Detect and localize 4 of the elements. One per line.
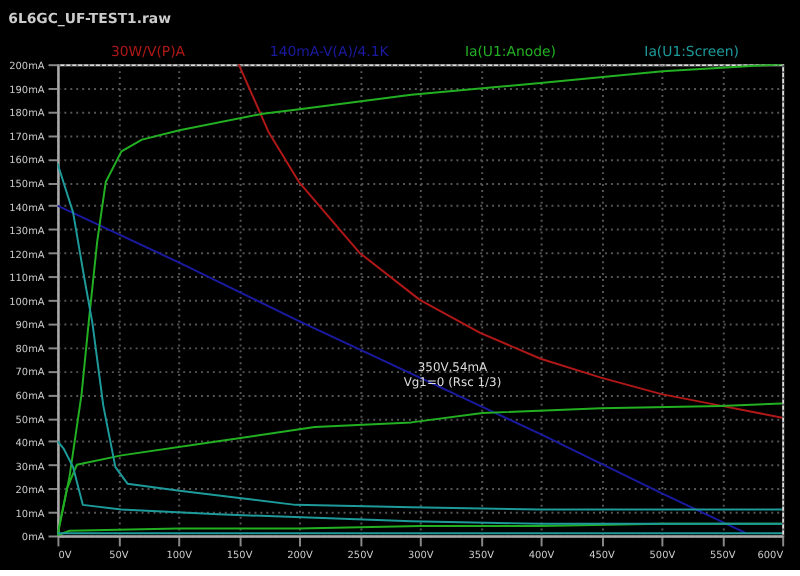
line-series — [57, 204, 747, 535]
line-series — [57, 440, 783, 525]
line-series — [237, 64, 783, 419]
line-series — [57, 162, 783, 511]
